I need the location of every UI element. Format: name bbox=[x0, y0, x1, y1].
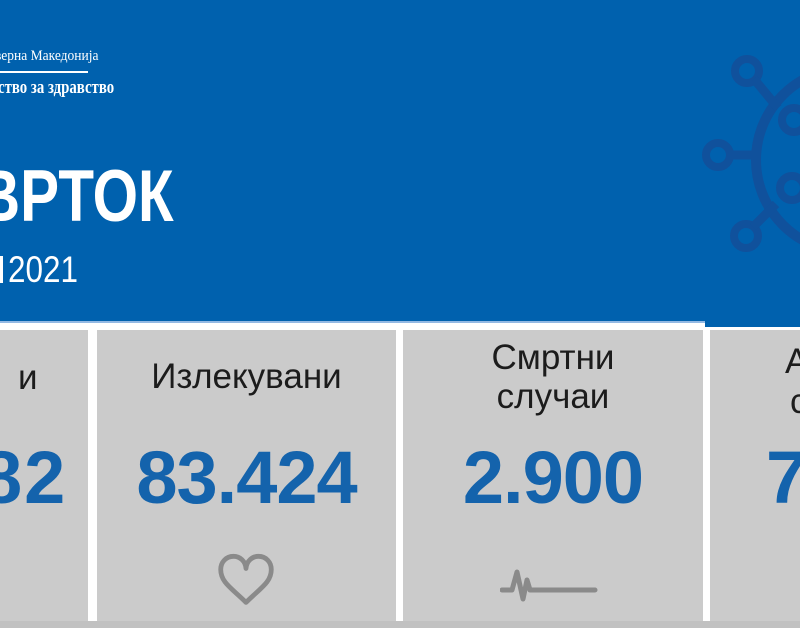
weekday-title-fragment: ВРТОК bbox=[0, 156, 174, 237]
stat-title-line2-fragment: с bbox=[790, 382, 800, 421]
header-edge-right-extension bbox=[705, 323, 800, 327]
header-edge-highlight bbox=[0, 321, 705, 323]
stat-card-right-partial: А с 7 bbox=[710, 330, 800, 621]
header-band: верна Македонија ство за здравство ВРТОК… bbox=[0, 0, 800, 323]
stat-title-line1-fragment: А bbox=[785, 342, 800, 381]
stat-value: 2.900 bbox=[462, 436, 644, 519]
bottom-edge-strip bbox=[0, 621, 800, 628]
stat-title-line2: случаи bbox=[496, 377, 610, 416]
coronavirus-icon bbox=[702, 55, 800, 252]
stat-card-deaths: Смртни случаи 2.900 bbox=[403, 330, 703, 621]
ministry-name-fragment: ство за здравство bbox=[0, 77, 115, 98]
stat-title: Излекувани bbox=[151, 357, 342, 396]
stat-value-fragment: 82 bbox=[0, 436, 68, 519]
stat-card-recovered: Излекувани 83.424 bbox=[97, 330, 396, 621]
logo-divider-line bbox=[0, 71, 88, 73]
stat-title: Смртни случаи bbox=[403, 338, 703, 416]
stat-title-line1: Смртни bbox=[491, 338, 615, 377]
heart-icon bbox=[218, 553, 274, 605]
pulse-icon bbox=[500, 569, 598, 602]
stat-value-fragment: 7 bbox=[766, 436, 800, 519]
country-name-fragment: верна Македонија bbox=[0, 48, 99, 64]
clipped-date-glyph-fragment bbox=[0, 256, 3, 283]
stat-title-fragment: и bbox=[18, 358, 38, 397]
date-year: 2021 bbox=[8, 249, 78, 290]
stat-value: 83.424 bbox=[136, 436, 357, 519]
stat-card-left-partial: и 82 bbox=[0, 330, 88, 621]
